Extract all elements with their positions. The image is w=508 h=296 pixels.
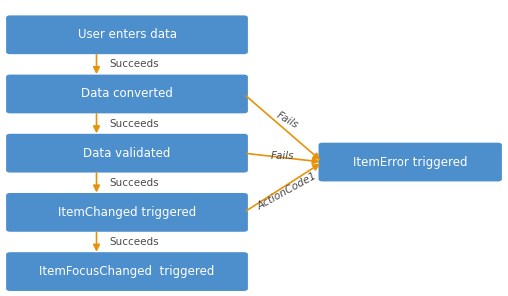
FancyBboxPatch shape <box>6 193 248 232</box>
Text: Succeeds: Succeeds <box>109 119 159 128</box>
Text: Fails: Fails <box>274 110 300 130</box>
Text: ItemError triggered: ItemError triggered <box>353 156 467 168</box>
FancyBboxPatch shape <box>6 252 248 291</box>
Text: ActionCode1: ActionCode1 <box>256 171 319 212</box>
FancyBboxPatch shape <box>319 143 502 181</box>
Text: Fails: Fails <box>271 151 294 161</box>
Text: Succeeds: Succeeds <box>109 178 159 188</box>
Text: Data converted: Data converted <box>81 88 173 100</box>
Text: User enters data: User enters data <box>78 28 176 41</box>
FancyBboxPatch shape <box>6 15 248 54</box>
FancyBboxPatch shape <box>6 75 248 113</box>
Text: Succeeds: Succeeds <box>109 237 159 247</box>
Text: Data validated: Data validated <box>83 147 171 160</box>
Text: ItemFocusChanged  triggered: ItemFocusChanged triggered <box>39 265 215 278</box>
FancyBboxPatch shape <box>6 134 248 173</box>
Text: ItemChanged triggered: ItemChanged triggered <box>58 206 196 219</box>
Text: Succeeds: Succeeds <box>109 59 159 69</box>
